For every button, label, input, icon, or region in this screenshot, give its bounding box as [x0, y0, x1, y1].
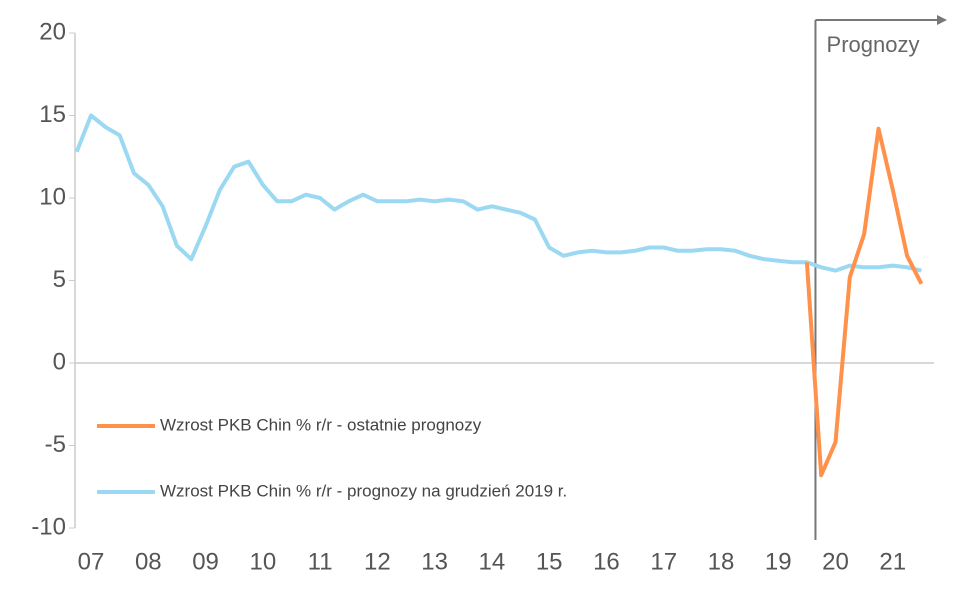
x-tick-label: 18 [708, 548, 735, 575]
legend-label: Wzrost PKB Chin % r/r - prognozy na grud… [160, 481, 567, 500]
y-tick-label: -10 [31, 513, 66, 540]
annotation: Prognozy [827, 32, 920, 57]
x-tick-label: 13 [421, 548, 448, 575]
x-tick-label: 19 [765, 548, 792, 575]
y-tick-label: 20 [39, 18, 66, 45]
x-tick-label: 16 [593, 548, 620, 575]
y-tick-label: -5 [45, 431, 66, 458]
series-line [74, 113, 922, 273]
x-tick-label: 14 [479, 548, 506, 575]
y-tick-label: 0 [53, 348, 66, 375]
y-tick-label: 15 [39, 101, 66, 128]
x-tick-label: 20 [822, 548, 849, 575]
x-tick-label: 10 [249, 548, 276, 575]
x-tick-label: 08 [135, 548, 162, 575]
x-tick-label: 17 [650, 548, 677, 575]
x-tick-label: 21 [879, 548, 906, 575]
legend-label: Wzrost PKB Chin % r/r - ostatnie prognoz… [160, 415, 482, 434]
series-line [804, 126, 924, 478]
x-tick-label: 07 [78, 548, 105, 575]
y-tick-label: 10 [39, 183, 66, 210]
x-tick-label: 15 [536, 548, 563, 575]
x-tick-label: 09 [192, 548, 219, 575]
x-tick-label: 12 [364, 548, 391, 575]
x-tick-label: 11 [308, 548, 333, 575]
y-tick-label: 5 [53, 266, 66, 293]
